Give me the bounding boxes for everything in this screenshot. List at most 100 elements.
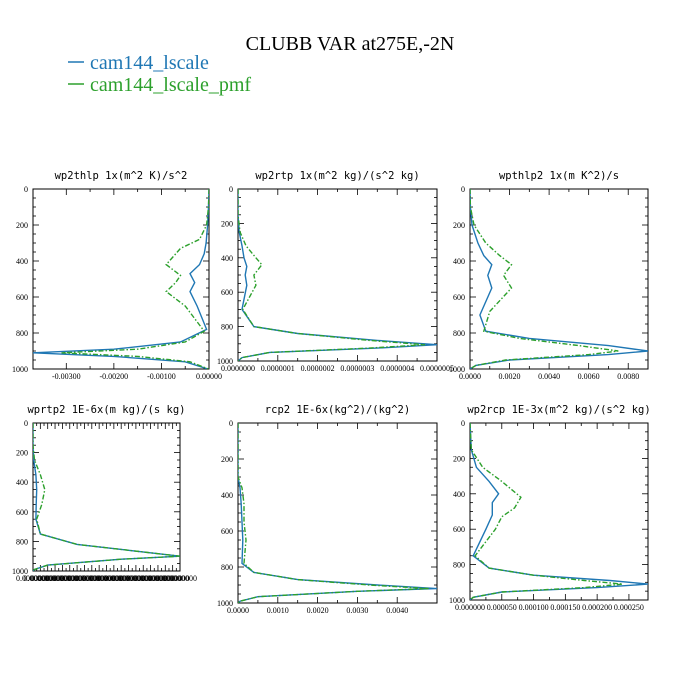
y-tick-label: 400 xyxy=(16,478,28,487)
y-tick-label: 400 xyxy=(221,254,233,263)
y-tick-label: 200 xyxy=(221,455,233,464)
y-tick-label: 1000 xyxy=(12,567,28,576)
series-line-lscale xyxy=(33,189,209,369)
x-tick-label: 0.000150 xyxy=(550,603,580,612)
x-tick-label: 0.0000000 xyxy=(112,574,146,583)
y-tick-label: 800 xyxy=(453,561,465,570)
x-tick-label: 0.0000002 xyxy=(301,364,335,373)
x-tick-label: 0.0000 xyxy=(227,606,249,615)
y-tick-label: 0 xyxy=(461,419,465,428)
x-tick-label: 0.0000000 xyxy=(119,574,153,583)
x-tick-label: -0.00300 xyxy=(52,372,81,381)
y-tick-label: 800 xyxy=(16,329,28,338)
x-tick-label: 0.0030 xyxy=(346,606,368,615)
y-tick-label: 1000 xyxy=(449,596,465,605)
y-tick-label: 800 xyxy=(221,563,233,572)
panel-title: wp2thlp 1x(m^2 K)/s^2 xyxy=(55,170,188,182)
panel-title: rcp2 1E-6x(kg^2)/(kg^2) xyxy=(265,404,410,416)
y-tick-label: 0 xyxy=(229,185,233,194)
x-tick-label: 0.0080 xyxy=(617,372,639,381)
series-line-lscale-pmf xyxy=(470,189,619,369)
panel-title: wprtp2 1E-6x(m kg)/(s kg) xyxy=(27,404,185,416)
y-tick-label: 1000 xyxy=(217,357,233,366)
x-tick-label: 0.0020 xyxy=(307,606,329,615)
y-tick-label: 800 xyxy=(453,329,465,338)
panel-3: wpthlp2 1x(m K^2)/s020040060080010000.00… xyxy=(449,170,649,381)
x-tick-label: 0.0000000 xyxy=(163,574,197,583)
panel-5: rcp2 1E-6x(kg^2)/(kg^2) 0 200 400 600 800 1000… xyxy=(217,404,438,615)
y-tick-label: 200 xyxy=(453,454,465,463)
x-tick-label: 0.000050 xyxy=(487,603,517,612)
y-tick-label: 200 xyxy=(221,219,233,228)
x-tick-label: 0.000200 xyxy=(582,603,612,612)
panels-container: wp2thlp 1x(m^2 K)/s^2 0 200 400 600 800 1000 -0… xyxy=(12,170,651,615)
series-line-lscale xyxy=(470,189,648,369)
x-tick-label: 0.0000000 xyxy=(31,574,65,583)
y-tick-label: 1000 xyxy=(12,365,28,374)
x-tick-label: 0.000250 xyxy=(614,603,644,612)
y-tick-label: 600 xyxy=(16,508,28,517)
y-tick-label: 1000 xyxy=(217,599,233,608)
panel-2: wp2rtp 1x(m^2 kg)/(s^2 kg) 0 200 400 600 800 1… xyxy=(217,170,454,373)
x-tick-label: 0.0000000 xyxy=(23,574,57,583)
figure-title: CLUBB VAR at275E,-2N xyxy=(246,33,455,55)
y-tick-label: 400 xyxy=(453,257,465,266)
x-tick-label: 0.0000004 xyxy=(380,364,414,373)
x-tick-label: 0.0000000 xyxy=(221,364,255,373)
x-tick-label: 0.0000005 xyxy=(420,364,454,373)
y-tick-label: 800 xyxy=(221,323,233,332)
panel-title: wp2rtp 1x(m^2 kg)/(s^2 kg) xyxy=(255,170,419,182)
x-tick-label: 0.00000 xyxy=(196,372,222,381)
y-tick-label: 200 xyxy=(16,221,28,230)
x-tick-label: 0.0020 xyxy=(499,372,521,381)
x-tick-label: 0.0000000 xyxy=(75,574,109,583)
panel-1: wp2thlp 1x(m^2 K)/s^2 0 200 400 600 800 1000 -0… xyxy=(12,170,222,381)
x-tick-label: 0.0000 xyxy=(459,372,481,381)
y-tick-label: 600 xyxy=(453,293,465,302)
panel-title: wpthlp2 1x(m K^2)/s xyxy=(499,170,619,182)
y-tick-label: 0 xyxy=(461,185,465,194)
series-line-lscale-pmf xyxy=(61,189,209,369)
y-tick-label: 600 xyxy=(221,288,233,297)
y-tick-label: 1000 xyxy=(449,365,465,374)
y-tick-label: 600 xyxy=(453,525,465,534)
x-tick-label: 0.0000000 xyxy=(104,574,138,583)
x-tick-label: 0.0040 xyxy=(538,372,560,381)
panel-4: wprtp2 1E-6x(m kg)/(s kg) 0 200 400 600 800 10… xyxy=(12,404,197,583)
x-tick-label: 0.0000000 xyxy=(148,574,182,583)
y-tick-label: 0 xyxy=(229,419,233,428)
y-tick-label: 600 xyxy=(16,293,28,302)
y-tick-label: 400 xyxy=(221,491,233,500)
x-tick-label: 0.0000000 xyxy=(60,574,94,583)
panel-6: wp2rcp 1E-3x(m^2 kg)/(s^2 kg)0 200 400 600 8… xyxy=(449,404,651,612)
series-line-lscale-pmf xyxy=(470,423,623,600)
series-line-lscale-pmf xyxy=(238,423,430,603)
x-tick-label: 0.0000000 xyxy=(38,574,72,583)
series-line-lscale-pmf xyxy=(238,189,426,361)
x-tick-label: 0.000000 xyxy=(455,603,485,612)
y-tick-label: 400 xyxy=(453,490,465,499)
y-tick-label: 0 xyxy=(24,419,28,428)
series-line-lscale-pmf xyxy=(33,423,180,571)
panel-title: wp2rcp 1E-3x(m^2 kg)/(s^2 kg) xyxy=(467,404,650,416)
y-tick-label: 200 xyxy=(453,221,465,230)
legend: cam144_lscale cam144_lscale_pmf xyxy=(68,52,251,96)
legend-label-lscale-pmf: cam144_lscale_pmf xyxy=(90,74,251,96)
x-tick-label: 0.0000000 xyxy=(97,574,131,583)
x-tick-label: -0.00200 xyxy=(100,372,129,381)
x-tick-label: 0.0060 xyxy=(578,372,600,381)
x-tick-label: 0.0000000 xyxy=(67,574,101,583)
x-tick-label: 0.0000000 xyxy=(90,574,124,583)
x-tick-label: -0.00100 xyxy=(147,372,176,381)
x-tick-label: 0.0000000 xyxy=(126,574,160,583)
x-tick-label: 0.0040 xyxy=(386,606,408,615)
x-tick-label: 0.0000001 xyxy=(261,364,295,373)
x-tick-label: 0.0000000 xyxy=(16,574,50,583)
x-tick-label: 0.0000000 xyxy=(134,574,168,583)
y-tick-label: 400 xyxy=(16,257,28,266)
y-tick-label: 800 xyxy=(16,537,28,546)
x-tick-label: 0.000100 xyxy=(519,603,549,612)
legend-label-lscale: cam144_lscale xyxy=(90,52,209,74)
x-tick-label: 0.0000003 xyxy=(340,364,374,373)
